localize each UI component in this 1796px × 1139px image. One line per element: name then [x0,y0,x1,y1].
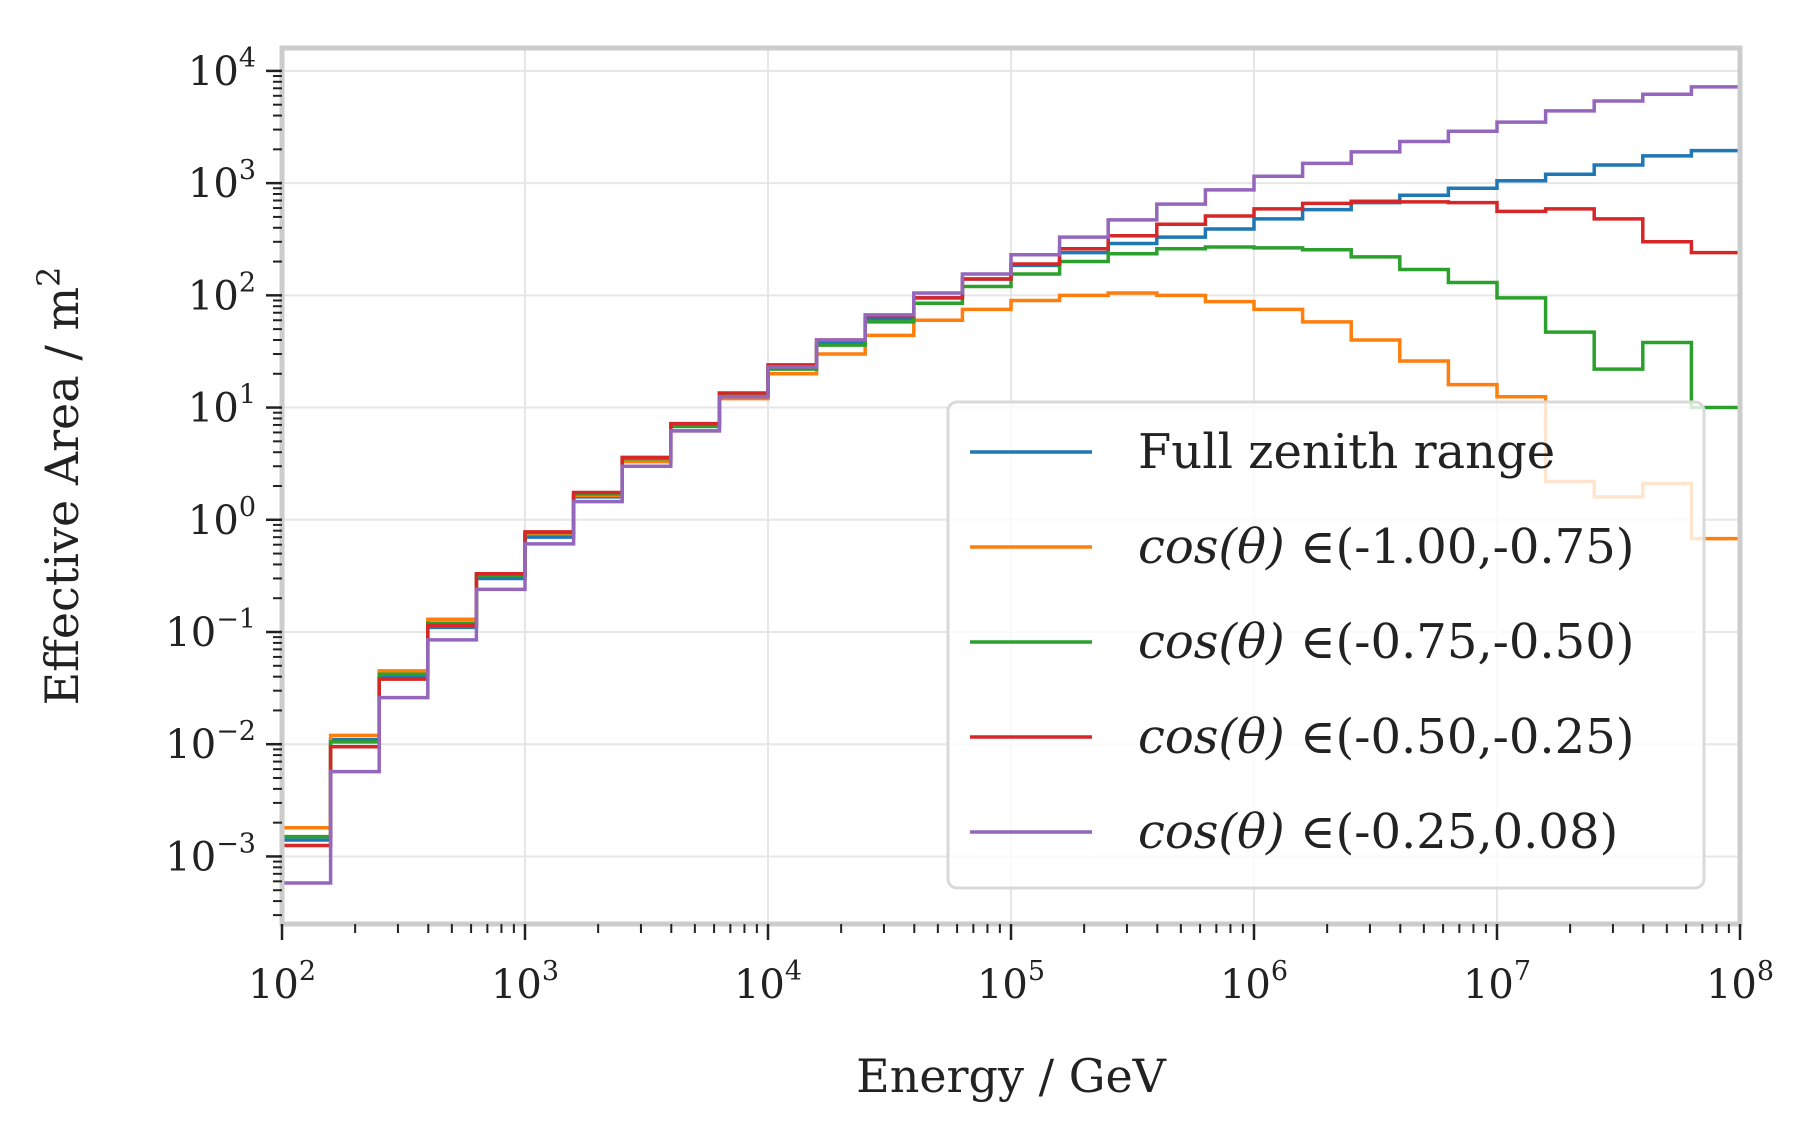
x-tick-exponent: 8 [1757,956,1774,987]
y-tick-label: 10−3 [165,828,256,880]
x-tick-label: 103 [491,956,559,1008]
legend-label-math: cos(θ) [1138,804,1285,860]
legend-label-text: ∈(-1.00,-0.75) [1285,519,1635,575]
y-axis-label: Effective Area / m2 [30,267,89,706]
legend-box [946,400,1706,890]
x-tick-exponent: 7 [1514,956,1531,987]
x-tick-base: 10 [1463,962,1514,1008]
x-tick-exponent: 3 [542,956,559,987]
y-tick-exponent: −1 [216,604,256,635]
x-tick-base: 10 [977,962,1028,1008]
legend-label-text: Full zenith range [1138,424,1555,480]
y-tick-base: 10 [165,834,216,880]
y-axis-label-exponent: 2 [30,267,68,287]
y-tick-base: 10 [165,722,216,768]
x-tick-label: 107 [1463,956,1531,1008]
x-tick-label: 108 [1706,956,1774,1008]
x-tick-exponent: 6 [1271,956,1288,987]
legend-label-math: cos(θ) [1138,709,1285,765]
y-tick-base: 10 [165,610,216,656]
y-tick-label: 10−2 [165,716,256,768]
y-tick-base: 10 [188,498,239,544]
x-tick-label: 106 [1220,956,1288,1008]
y-tick-exponent: 0 [239,492,256,523]
y-tick-base: 10 [188,49,239,95]
y-tick-label: 103 [188,155,256,207]
y-tick-exponent: −2 [216,716,256,747]
y-tick-exponent: 2 [239,267,256,298]
y-tick-label: 102 [188,267,256,319]
y-axis-label-text: Effective Area / m [35,287,89,706]
x-tick-exponent: 5 [1028,956,1045,987]
legend-label-math: cos(θ) [1138,614,1285,670]
y-tick-base: 10 [188,386,239,432]
x-tick-base: 10 [248,962,299,1008]
x-tick-label: 104 [734,956,802,1008]
legend-label-math: cos(θ) [1138,519,1285,575]
legend-label-5: cos(θ) ∈(-0.25,0.08) [1138,804,1618,860]
y-tick-exponent: −3 [216,828,256,859]
x-tick-base: 10 [491,962,542,1008]
x-tick-exponent: 2 [299,956,316,987]
legend-label-2: cos(θ) ∈(-1.00,-0.75) [1138,519,1634,575]
x-tick-label: 105 [977,956,1045,1008]
axis-ticks: 102 103 104 105 106 107 10810−310−210−11001011… [165,43,1774,1008]
y-tick-base: 10 [188,161,239,207]
x-tick-label: 102 [248,956,316,1008]
legend-label-text: ∈(-0.75,-0.50) [1285,614,1635,670]
y-tick-label: 104 [188,43,256,95]
series-line-5 [282,85,1740,885]
legend-label-3: cos(θ) ∈(-0.75,-0.50) [1138,614,1634,670]
x-tick-exponent: 4 [785,956,802,987]
data-series [282,85,1742,885]
y-tick-label: 10−1 [165,604,256,656]
legend-label-text: ∈(-0.25,0.08) [1285,804,1618,860]
y-tick-label: 101 [188,380,256,432]
legend-label-1: Full zenith range [1138,424,1555,480]
x-tick-base: 10 [1220,962,1271,1008]
legend-label-text: ∈(-0.50,-0.25) [1285,709,1635,765]
x-axis-label: Energy / GeV [856,1049,1167,1103]
x-tick-base: 10 [1706,962,1757,1008]
legend-label-4: cos(θ) ∈(-0.50,-0.25) [1138,709,1634,765]
y-tick-label: 100 [188,492,256,544]
x-tick-base: 10 [734,962,785,1008]
y-tick-exponent: 4 [239,43,256,74]
y-tick-base: 10 [188,273,239,319]
y-tick-exponent: 3 [239,155,256,186]
y-tick-exponent: 1 [239,380,256,411]
